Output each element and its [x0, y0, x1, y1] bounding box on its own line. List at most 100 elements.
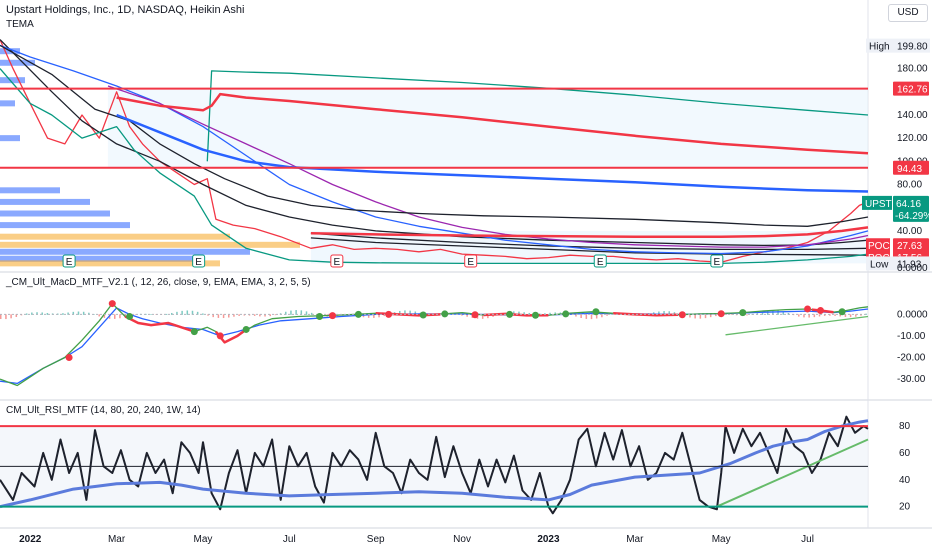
macd-histogram-bar: [378, 314, 380, 318]
macd-histogram-bar: [228, 314, 230, 318]
currency-button[interactable]: USD: [888, 4, 928, 22]
macd-histogram-bar: [119, 314, 121, 319]
low-tag-value: 11.93: [897, 259, 922, 270]
macd-histogram-bar: [207, 314, 209, 316]
macd-histogram-bar: [549, 312, 551, 315]
macd-histogram-bar: [725, 314, 727, 315]
macd-histogram-bar: [673, 312, 676, 315]
macd-histogram-bar: [233, 314, 235, 317]
volume-profile-bar: [0, 59, 35, 66]
macd-histogram-bar: [466, 314, 468, 317]
macd-cross-dot: [242, 325, 250, 333]
macd-histogram-bar: [715, 314, 717, 317]
high-tag-bg: [866, 38, 930, 53]
earnings-marker: [330, 254, 344, 268]
macd-histogram-bar: [798, 314, 800, 317]
price-series-5: [107, 85, 869, 248]
macd-cross-dot: [506, 310, 514, 318]
macd-cross-dot: [562, 310, 570, 318]
macd-histogram-bar: [264, 314, 266, 317]
macd-histogram-bar: [658, 311, 660, 315]
macd-histogram-bar: [777, 310, 779, 315]
macd-cross-dot: [316, 313, 324, 321]
macd-histogram-bar: [103, 314, 106, 318]
macd-indicator-label[interactable]: _CM_Ult_MacD_MTF_V2.1 (, 12, 26, close, …: [6, 277, 311, 288]
macd-histogram-bar: [766, 310, 769, 315]
rsi-axis-tick: 20: [899, 502, 911, 513]
level-tag-bg: [893, 81, 929, 96]
macd-histogram-bar: [481, 314, 484, 319]
macd-histogram-bar: [746, 314, 748, 316]
macd-histogram-bar: [15, 314, 18, 317]
bottom-tag: 0.0000: [897, 263, 928, 274]
last-change: -64.29%: [895, 211, 932, 222]
macd-histogram-bar: [575, 314, 577, 317]
rsi-axis-tick: 60: [899, 448, 911, 459]
macd-histogram-bar: [855, 314, 857, 317]
time-axis-tick: Nov: [453, 534, 471, 545]
macd-histogram-bar: [259, 314, 261, 317]
rsi-indicator-label[interactable]: CM_Ult_RSI_MTF (14, 80, 20, 240, 1W, 14): [6, 405, 201, 416]
macd-histogram-bar: [0, 314, 2, 320]
macd-histogram-bar: [668, 311, 670, 315]
macd-histogram-bar: [171, 312, 173, 315]
macd-histogram-bar: [212, 314, 214, 318]
macd-cross-dot: [65, 353, 73, 361]
macd-cross-dot: [471, 311, 479, 319]
macd-histogram-bar: [300, 310, 303, 315]
price-axis-tick: 180.00: [897, 64, 928, 75]
macd-cross-dot: [329, 312, 337, 320]
macd-histogram-bar: [414, 311, 417, 315]
volume-profile-bar: [0, 100, 15, 107]
time-axis-tick: 2023: [537, 534, 560, 545]
earnings-marker-label: E: [597, 257, 604, 268]
macd-histogram-bar: [782, 311, 784, 315]
volume-profile-bar: [0, 210, 110, 217]
macd-histogram-bar: [808, 314, 810, 318]
price-series-3: [310, 237, 869, 256]
macd-axis-tick: -10.00: [897, 331, 926, 342]
macd-histogram-bar: [191, 310, 194, 315]
time-axis-tick: Jul: [801, 534, 814, 545]
macd-cross-dot: [190, 328, 198, 336]
macd-histogram-bar: [77, 311, 80, 315]
macd-histogram-bar: [93, 314, 95, 315]
macd-cross-dot: [216, 332, 224, 340]
macd-histogram-bar: [590, 314, 593, 320]
macd-histogram-bar: [730, 314, 733, 315]
poc-tag-label: POC: [868, 241, 890, 252]
volume-profile-bar: [0, 248, 250, 255]
macd-histogram-bar: [823, 314, 826, 316]
time-axis-tick: Mar: [626, 534, 644, 545]
volume-profile-bar: [0, 135, 20, 142]
macd-histogram-bar: [186, 310, 189, 315]
macd-cross-dot: [678, 311, 686, 319]
macd-histogram-bar: [114, 314, 116, 319]
symbol-tag: UPST: [865, 199, 892, 210]
volume-profile-bar: [0, 241, 300, 248]
volume-profile-bar: [0, 222, 130, 229]
macd-histogram-bar: [72, 311, 75, 315]
price-axis-tick: 120.00: [897, 133, 928, 144]
macd-cross-dot: [126, 313, 134, 321]
volume-profile-bar: [0, 233, 230, 240]
indicator-tema-label[interactable]: TEMA: [6, 19, 34, 30]
earnings-marker-label: E: [195, 257, 202, 268]
price-series-2: [310, 232, 869, 251]
macd-cross-dot: [108, 300, 116, 308]
macd-histogram-bar: [5, 314, 7, 320]
macd-histogram-bar: [860, 314, 862, 316]
macd-histogram-bar: [31, 312, 33, 315]
macd-cross-dot: [717, 310, 725, 318]
macd-histogram-bar: [404, 310, 406, 315]
macd-histogram-bar: [580, 314, 582, 319]
macd-histogram-bar: [217, 314, 220, 318]
volume-profile-bar: [0, 77, 25, 84]
macd-histogram-bar: [818, 314, 821, 317]
rsi-series-2: [716, 438, 869, 508]
macd-histogram-bar: [10, 314, 12, 319]
last-price: 64.16: [896, 199, 921, 210]
macd-histogram-bar: [238, 314, 240, 316]
macd-histogram-bar: [165, 313, 168, 315]
